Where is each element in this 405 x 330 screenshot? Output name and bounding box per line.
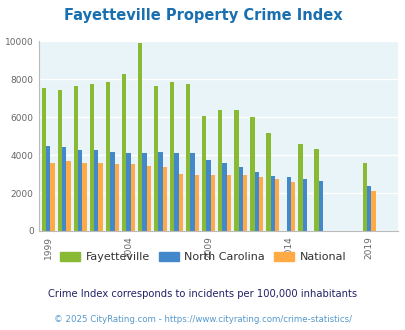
Bar	[254, 172, 258, 231]
Bar	[318, 181, 322, 231]
Bar	[106, 82, 110, 231]
Bar	[142, 153, 146, 231]
Bar	[126, 153, 130, 231]
Bar	[146, 166, 151, 231]
Text: Fayetteville Property Crime Index: Fayetteville Property Crime Index	[64, 8, 341, 23]
Legend: Fayetteville, North Carolina, National: Fayetteville, North Carolina, National	[55, 248, 350, 267]
Bar	[62, 147, 66, 231]
Bar	[138, 43, 142, 231]
Bar	[217, 110, 222, 231]
Bar	[78, 150, 82, 231]
Bar	[98, 163, 102, 231]
Bar	[302, 179, 306, 231]
Bar	[94, 150, 98, 231]
Bar	[362, 163, 366, 231]
Bar	[66, 161, 70, 231]
Bar	[313, 149, 318, 231]
Bar	[82, 163, 87, 231]
Bar	[202, 116, 206, 231]
Bar	[122, 74, 126, 231]
Bar	[46, 146, 50, 231]
Bar	[210, 175, 215, 231]
Bar	[370, 191, 375, 231]
Bar	[174, 153, 178, 231]
Bar	[194, 175, 198, 231]
Bar	[130, 164, 134, 231]
Bar	[185, 84, 190, 231]
Bar	[286, 177, 290, 231]
Bar	[366, 186, 370, 231]
Bar	[274, 179, 279, 231]
Bar	[290, 182, 294, 231]
Bar	[74, 86, 78, 231]
Bar	[42, 88, 46, 231]
Bar	[158, 152, 162, 231]
Bar	[50, 163, 55, 231]
Bar	[110, 152, 114, 231]
Bar	[170, 82, 174, 231]
Bar	[178, 174, 183, 231]
Bar	[114, 164, 119, 231]
Bar	[153, 86, 158, 231]
Bar	[222, 163, 226, 231]
Bar	[249, 116, 254, 231]
Text: © 2025 CityRating.com - https://www.cityrating.com/crime-statistics/: © 2025 CityRating.com - https://www.city…	[54, 315, 351, 324]
Bar	[190, 153, 194, 231]
Bar	[90, 84, 94, 231]
Bar	[58, 90, 62, 231]
Bar	[242, 175, 247, 231]
Bar	[258, 177, 262, 231]
Bar	[270, 176, 274, 231]
Bar	[206, 160, 210, 231]
Text: Crime Index corresponds to incidents per 100,000 inhabitants: Crime Index corresponds to incidents per…	[48, 289, 357, 299]
Bar	[162, 167, 166, 231]
Bar	[234, 110, 238, 231]
Bar	[238, 167, 242, 231]
Bar	[298, 144, 302, 231]
Bar	[266, 133, 270, 231]
Bar	[226, 175, 230, 231]
